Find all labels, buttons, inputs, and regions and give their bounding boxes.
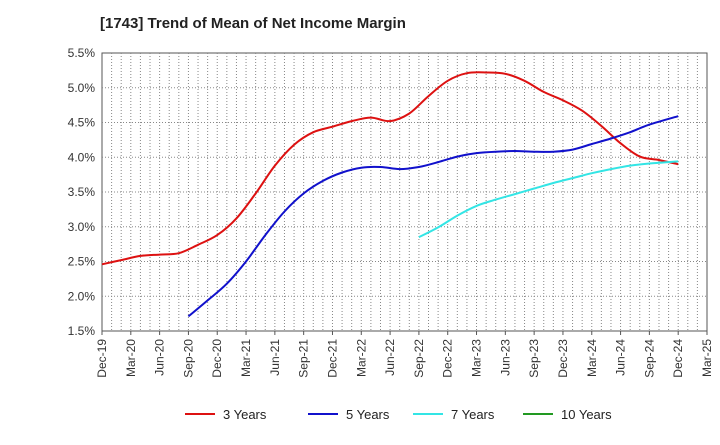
x-tick-label: Jun-20 xyxy=(153,339,167,376)
x-tick-label: Dec-24 xyxy=(671,339,685,378)
x-tick-label: Mar-25 xyxy=(700,339,714,377)
y-tick-label: 5.0% xyxy=(68,81,96,95)
series-lines xyxy=(101,71,679,318)
x-tick-label: Dec-19 xyxy=(95,339,109,378)
series-line-3-years xyxy=(101,71,679,266)
x-tick-label: Jun-21 xyxy=(268,339,282,376)
x-tick-label: Jun-22 xyxy=(383,339,397,376)
x-tick-label: Sep-24 xyxy=(642,339,656,378)
grid xyxy=(102,53,707,331)
chart-title: [1743] Trend of Mean of Net Income Margi… xyxy=(100,15,406,32)
y-tick-label: 4.5% xyxy=(68,116,96,130)
x-tick-label: Sep-22 xyxy=(412,339,426,378)
x-tick-label: Dec-21 xyxy=(325,339,339,378)
y-tick-label: 3.0% xyxy=(68,220,96,234)
legend: 3 Years 5 Years 7 Years 10 Years xyxy=(185,407,612,422)
x-tick-label: Jun-24 xyxy=(614,339,628,376)
x-tick-label: Sep-20 xyxy=(181,339,195,378)
legend-label-3-years: 3 Years xyxy=(223,407,267,422)
x-axis: Dec-19 Mar-20 Jun-20 Sep-20 Dec-20 Mar-21 Jun-… xyxy=(95,331,714,378)
x-tick-label: Dec-20 xyxy=(210,339,224,378)
y-axis: 1.5% 2.0% 2.5% 3.0% 3.5% 4.0% 4.5% 5.0% 5.5% xyxy=(68,46,96,338)
legend-label-10-years: 10 Years xyxy=(561,407,612,422)
legend-label-5-years: 5 Years xyxy=(346,407,390,422)
y-tick-label: 5.5% xyxy=(68,46,96,60)
x-tick-label: Mar-20 xyxy=(124,339,138,377)
y-tick-label: 2.0% xyxy=(68,289,96,303)
series-line-7-years xyxy=(418,160,679,239)
x-tick-label: Sep-21 xyxy=(297,339,311,378)
x-tick-label: Dec-23 xyxy=(556,339,570,378)
x-tick-label: Mar-24 xyxy=(585,339,599,377)
y-tick-label: 3.5% xyxy=(68,185,96,199)
legend-label-7-years: 7 Years xyxy=(451,407,495,422)
y-tick-label: 1.5% xyxy=(68,324,96,338)
y-tick-label: 2.5% xyxy=(68,255,96,269)
x-tick-label: Jun-23 xyxy=(498,339,512,376)
x-tick-label: Dec-22 xyxy=(441,339,455,378)
x-tick-label: Sep-23 xyxy=(527,339,541,378)
x-tick-label: Mar-22 xyxy=(354,339,368,377)
x-tick-label: Mar-21 xyxy=(239,339,253,377)
x-tick-label: Mar-23 xyxy=(470,339,484,377)
y-tick-label: 4.0% xyxy=(68,150,96,164)
series-line-5-years xyxy=(187,115,679,318)
